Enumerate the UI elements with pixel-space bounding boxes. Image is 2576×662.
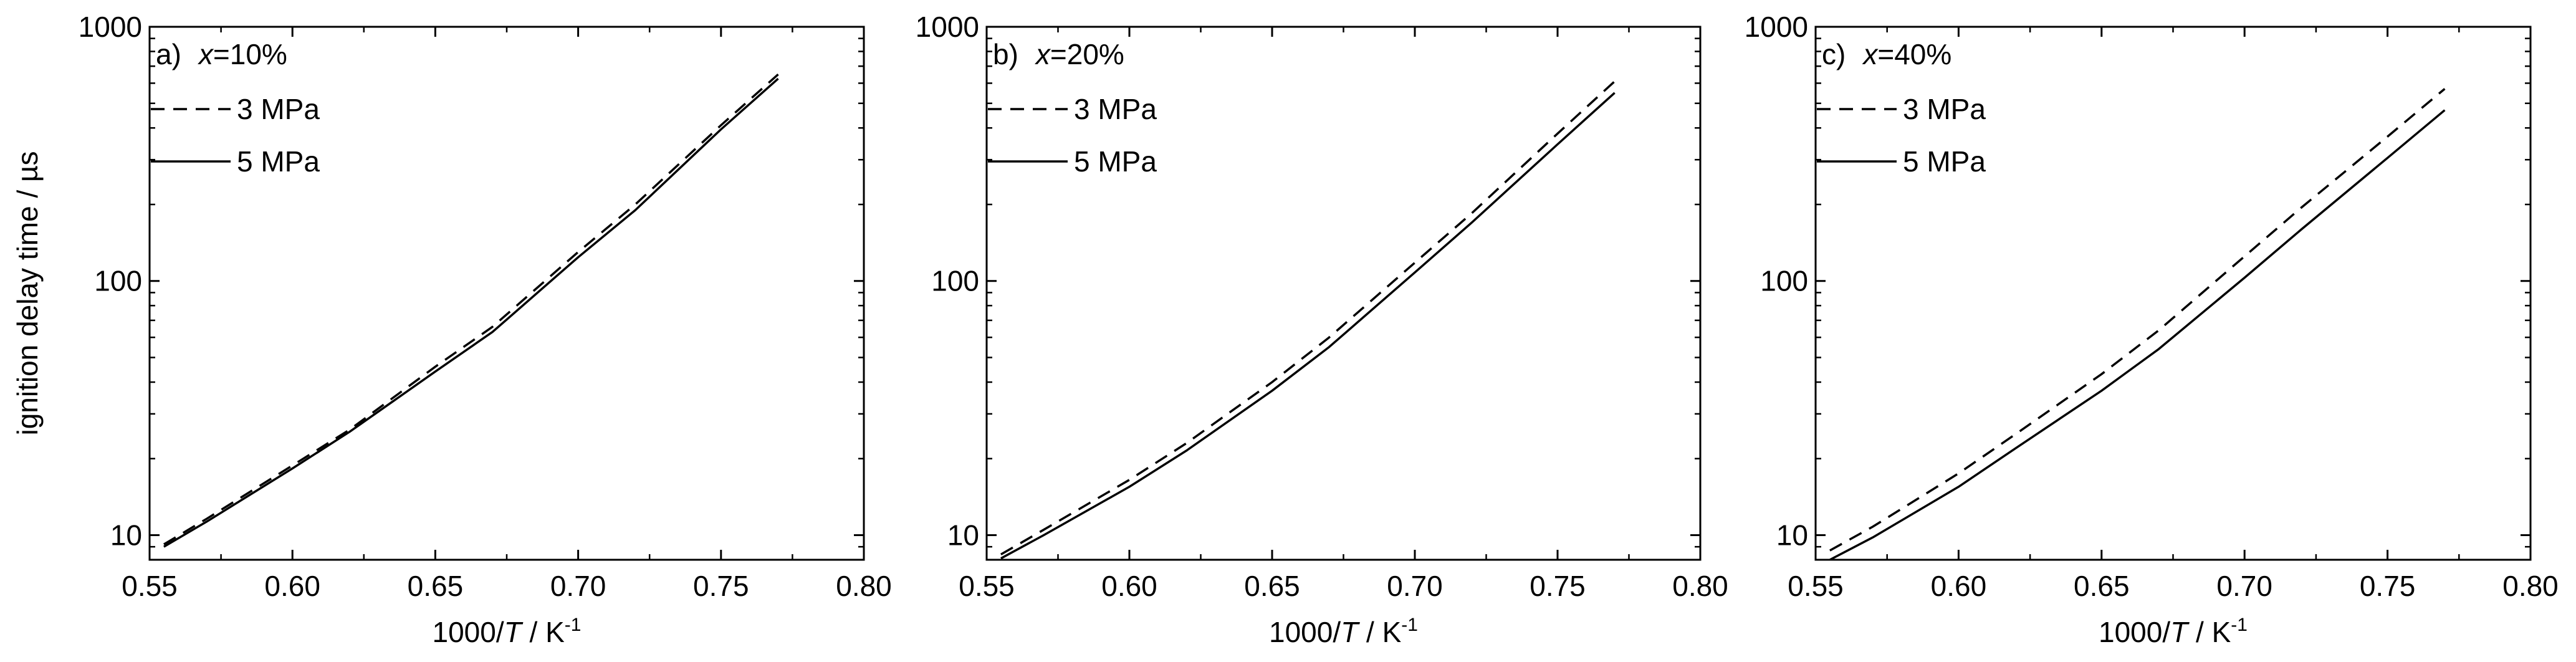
series-line-5-mpa	[1829, 109, 2446, 561]
series-line-5-mpa	[163, 77, 779, 548]
panel-label: c)	[1822, 38, 1846, 70]
y-tick-label: 1000	[79, 11, 142, 43]
chart-panel-3: 0.55 0.60 0.65 0.70 0.75 0.80 10 100 1000 c) x=40%…	[1745, 11, 2559, 648]
legend-label: 5 MPa	[1903, 145, 1986, 178]
y-tick-label: 1000	[916, 11, 979, 43]
series-line-3-mpa	[1000, 80, 1616, 555]
x-axis-label-superscript: -1	[565, 615, 582, 635]
x-tick-label: 0.80	[1672, 570, 1728, 602]
x-axis-label-prefix: 1000/	[1269, 616, 1341, 648]
x-tick-label: 0.80	[836, 570, 892, 602]
y-tick-label: 100	[94, 265, 142, 297]
x-axis-label-unit: / K	[522, 616, 565, 648]
y-tick-label: 1000	[1745, 11, 1808, 43]
x-tick-label: 0.55	[1788, 570, 1844, 602]
series-line-3-mpa	[1829, 88, 2446, 552]
panel-title-variable: x	[1035, 38, 1051, 70]
x-tick-label: 0.65	[408, 570, 464, 602]
panel-title: c) x=40%	[1822, 38, 1951, 70]
y-tick-label: 100	[931, 265, 979, 297]
panel-title-variable: x	[1862, 38, 1879, 70]
x-axis-label-variable: T	[1341, 616, 1360, 648]
x-tick-label: 0.60	[1101, 570, 1157, 602]
x-tick-label: 0.55	[959, 570, 1015, 602]
y-tick-label: 10	[1776, 519, 1808, 551]
panel-title-value: =40%	[1877, 38, 1951, 70]
y-tick-label: 10	[947, 519, 979, 551]
panel-title-value: =20%	[1050, 38, 1124, 70]
x-tick-label: 0.75	[693, 570, 749, 602]
chart-panel-1: 0.55 0.60 0.65 0.70 0.75 0.80 10 100 1000 a) x=10%…	[11, 11, 892, 648]
x-axis-label: 1000/T / K-1	[433, 615, 582, 648]
x-tick-label: 0.60	[1931, 570, 1987, 602]
panel-title-value: =10%	[213, 38, 287, 70]
legend-label: 3 MPa	[1903, 93, 1986, 125]
legend-label: 3 MPa	[1074, 93, 1157, 125]
x-tick-label: 0.60	[264, 570, 320, 602]
x-axis-label: 1000/T / K-1	[1269, 615, 1418, 648]
x-axis-label-prefix: 1000/	[2099, 616, 2170, 648]
x-tick-label: 0.80	[2502, 570, 2559, 602]
x-axis-label-unit: / K	[2188, 616, 2231, 648]
panel-title: b) x=20%	[993, 38, 1124, 70]
panel-label: b)	[993, 38, 1018, 70]
panel-label: a)	[156, 38, 181, 70]
x-tick-label: 0.65	[1244, 570, 1300, 602]
x-axis-label-superscript: -1	[1401, 615, 1418, 635]
chart-panel-2: 0.55 0.60 0.65 0.70 0.75 0.80 10 100 1000 b) x=20%…	[916, 11, 1728, 648]
panel-title-variable: x	[198, 38, 214, 70]
x-axis-label-superscript: -1	[2231, 615, 2248, 635]
x-tick-label: 0.70	[2216, 570, 2272, 602]
legend-label: 5 MPa	[237, 145, 320, 178]
legend-label: 5 MPa	[1074, 145, 1157, 178]
panel-title: a) x=10%	[156, 38, 287, 70]
x-axis-label-prefix: 1000/	[433, 616, 504, 648]
x-axis-label-unit: / K	[1358, 616, 1401, 648]
x-tick-label: 0.65	[2074, 570, 2130, 602]
x-tick-label: 0.70	[1387, 570, 1443, 602]
x-tick-label: 0.55	[122, 570, 178, 602]
x-axis-label-variable: T	[2170, 616, 2190, 648]
y-tick-label: 100	[1760, 265, 1808, 297]
series-line-3-mpa	[163, 73, 779, 545]
x-tick-label: 0.70	[550, 570, 606, 602]
x-tick-label: 0.75	[1530, 570, 1586, 602]
x-axis-label: 1000/T / K-1	[2099, 615, 2248, 648]
y-axis-label: ignition delay time / µs	[11, 151, 44, 435]
x-tick-label: 0.75	[2360, 570, 2416, 602]
x-axis-label-variable: T	[504, 616, 524, 648]
y-tick-label: 10	[110, 519, 142, 551]
series-line-5-mpa	[1000, 92, 1616, 560]
legend-label: 3 MPa	[237, 93, 320, 125]
